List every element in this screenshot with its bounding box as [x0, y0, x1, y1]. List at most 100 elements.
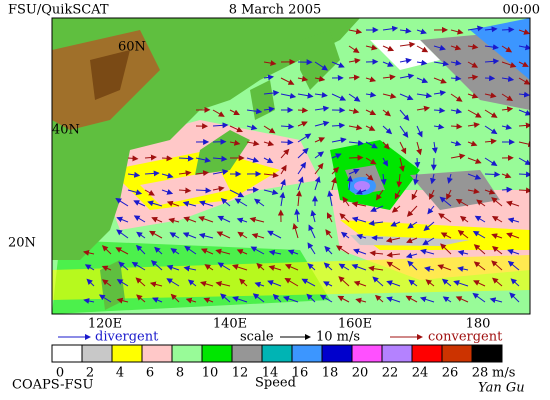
wind-arrow	[115, 247, 129, 255]
colorbar-tick: 8	[176, 366, 184, 381]
wind-arrow	[116, 216, 129, 223]
wind-arrow	[182, 232, 197, 239]
wind-arrow	[450, 28, 464, 35]
wind-arrow	[422, 237, 435, 246]
wind-arrow	[370, 205, 384, 212]
wind-arrow	[501, 61, 517, 68]
wind-arrow	[467, 122, 480, 128]
wind-arrow	[501, 45, 513, 53]
wind-arrow	[351, 263, 367, 271]
wind-arrow	[183, 265, 197, 272]
wind-arrow	[455, 198, 469, 207]
wind-arrow	[348, 45, 360, 54]
wind-arrow	[182, 200, 197, 207]
wind-arrow	[420, 248, 435, 255]
wind-arrow	[314, 162, 324, 175]
wind-arrow	[405, 295, 418, 303]
wind-arrow	[467, 43, 479, 50]
lat-label: 40N	[52, 123, 80, 138]
wind-arrow	[263, 157, 274, 164]
wind-arrow	[236, 249, 248, 255]
wind-arrow	[501, 75, 515, 82]
wind-arrow	[416, 141, 422, 156]
wind-arrow	[438, 213, 452, 223]
wind-arrow	[473, 244, 486, 255]
wind-arrow	[297, 161, 306, 175]
wind-arrow	[441, 278, 452, 287]
wind-arrow	[136, 294, 146, 303]
legend-convergent: convergent	[428, 330, 503, 345]
wind-arrow	[348, 74, 360, 81]
wind-arrow	[212, 155, 228, 162]
wind-arrow	[229, 125, 243, 133]
wind-arrow	[187, 279, 197, 287]
wind-arrow	[507, 249, 520, 255]
wind-arrow	[340, 231, 350, 239]
wind-arrow	[450, 108, 463, 114]
wind-arrow	[116, 229, 129, 239]
wind-arrow	[338, 276, 350, 287]
wind-arrow	[450, 140, 462, 147]
wind-arrow	[425, 279, 435, 287]
wind-arrow	[440, 232, 452, 239]
wind-arrow	[431, 141, 438, 154]
legend-scale-value: 10 m/s	[316, 330, 360, 345]
title-time: 00:00	[503, 3, 540, 18]
wind-arrow	[339, 213, 350, 223]
wind-arrow	[287, 249, 299, 256]
wind-arrow	[84, 264, 95, 271]
wind-arrow	[263, 74, 275, 81]
colorbar-swatch	[471, 344, 503, 363]
wind-arrow	[178, 187, 192, 194]
wind-arrow	[472, 292, 486, 303]
wind-arrow	[467, 157, 482, 164]
wind-arrow	[505, 200, 520, 207]
wind-arrow	[212, 122, 229, 129]
wind-arrow	[152, 297, 163, 303]
wind-arrow	[442, 296, 452, 303]
wind-arrow	[390, 221, 401, 227]
wind-arrow	[217, 262, 231, 271]
wind-arrow	[297, 107, 309, 114]
wind-arrow	[220, 197, 231, 207]
wind-arrow	[346, 175, 353, 191]
wind-arrow	[348, 124, 363, 131]
legend-scale: scale	[240, 330, 274, 345]
wind-arrow	[280, 123, 295, 130]
wind-arrow	[382, 141, 390, 150]
wind-arrow	[440, 243, 452, 255]
wind-arrow	[467, 92, 479, 99]
wind-arrow	[484, 44, 499, 51]
wind-arrow	[252, 293, 265, 303]
wind-arrow	[144, 154, 157, 161]
wind-arrow	[433, 60, 450, 67]
wind-arrow	[314, 120, 330, 127]
colorbar-tick: 20	[352, 366, 369, 381]
wind-arrow	[195, 157, 211, 163]
wind-arrow	[369, 250, 384, 257]
wind-arrow	[263, 60, 277, 67]
wind-arrow	[239, 278, 248, 287]
wind-arrow	[280, 164, 287, 175]
wind-arrow	[335, 245, 350, 255]
wind-arrow	[457, 230, 469, 239]
wind-arrow	[399, 125, 409, 138]
wind-arrow	[272, 293, 282, 303]
wind-arrow	[307, 263, 316, 271]
wind-arrow	[147, 200, 163, 207]
wind-arrow	[314, 61, 329, 71]
wind-arrow	[365, 125, 376, 131]
wind-arrow	[365, 109, 377, 116]
wind-arrow	[215, 280, 231, 287]
signature: Yan Gu	[478, 381, 525, 396]
wind-arrow	[447, 173, 453, 184]
wind-arrow	[416, 92, 433, 99]
wind-arrow	[467, 188, 480, 195]
wind-arrow	[446, 189, 452, 200]
wind-arrow	[433, 90, 447, 96]
wind-arrow	[246, 124, 258, 131]
wind-arrow	[365, 173, 374, 181]
wind-arrow	[457, 249, 469, 256]
wind-arrow	[83, 298, 95, 304]
wind-arrow	[492, 277, 503, 287]
